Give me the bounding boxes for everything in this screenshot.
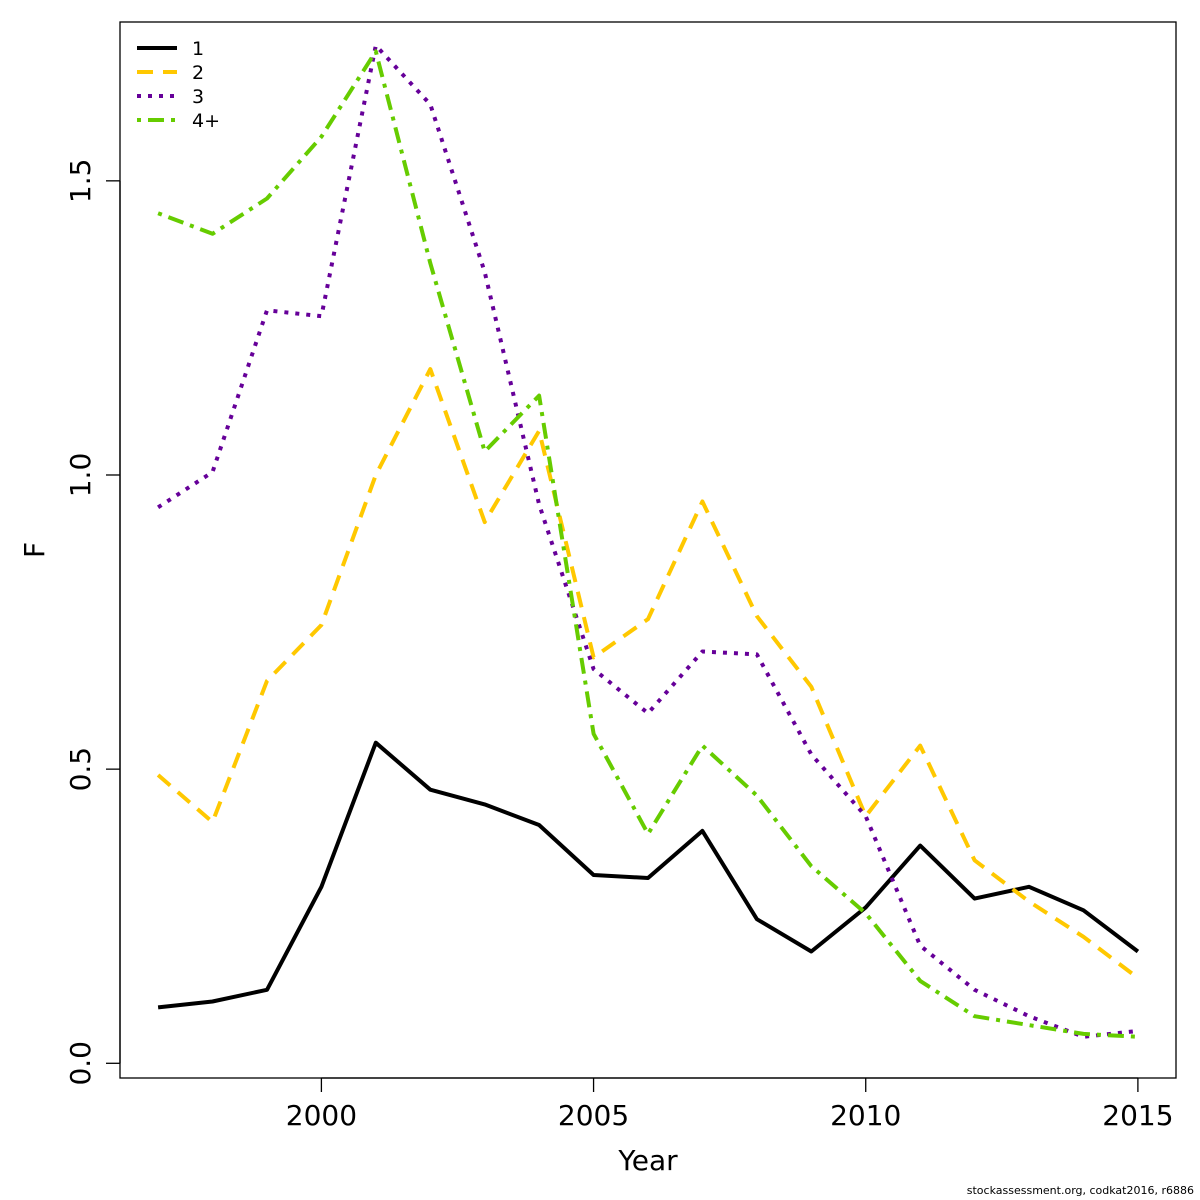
series-line-4 — [157, 49, 1139, 1039]
y-tick-label: 0.5 — [64, 747, 97, 792]
series-lines — [156, 43, 1140, 1039]
legend-label-2: 2 — [192, 62, 204, 84]
y-axis-title: F — [18, 542, 51, 558]
plot-box — [119, 21, 1177, 1079]
series-line-2 — [156, 367, 1140, 980]
x-axis: 2000 2005 2010 2015 — [286, 1077, 1174, 1132]
legend-label-4: 4+ — [192, 110, 220, 132]
y-tick-label: 1.0 — [64, 453, 97, 498]
x-axis-title: Year — [617, 1144, 678, 1177]
x-tick-label: 2015 — [1102, 1099, 1173, 1132]
series-line-3 — [157, 43, 1139, 1039]
x-tick-label: 2010 — [830, 1099, 901, 1132]
legend-label-1: 1 — [192, 38, 204, 60]
y-tick-label: 1.5 — [64, 159, 97, 204]
series-line-1 — [157, 740, 1140, 1010]
y-axis: 0.0 0.5 1.0 1.5 — [64, 159, 121, 1086]
legend-label-3: 3 — [192, 86, 204, 108]
footer-credit: stockassessment.org, codkat2016, r6886 — [966, 1184, 1194, 1197]
x-tick-label: 2005 — [558, 1099, 629, 1132]
y-tick-label: 0.0 — [64, 1041, 97, 1086]
x-tick-label: 2000 — [286, 1099, 357, 1132]
